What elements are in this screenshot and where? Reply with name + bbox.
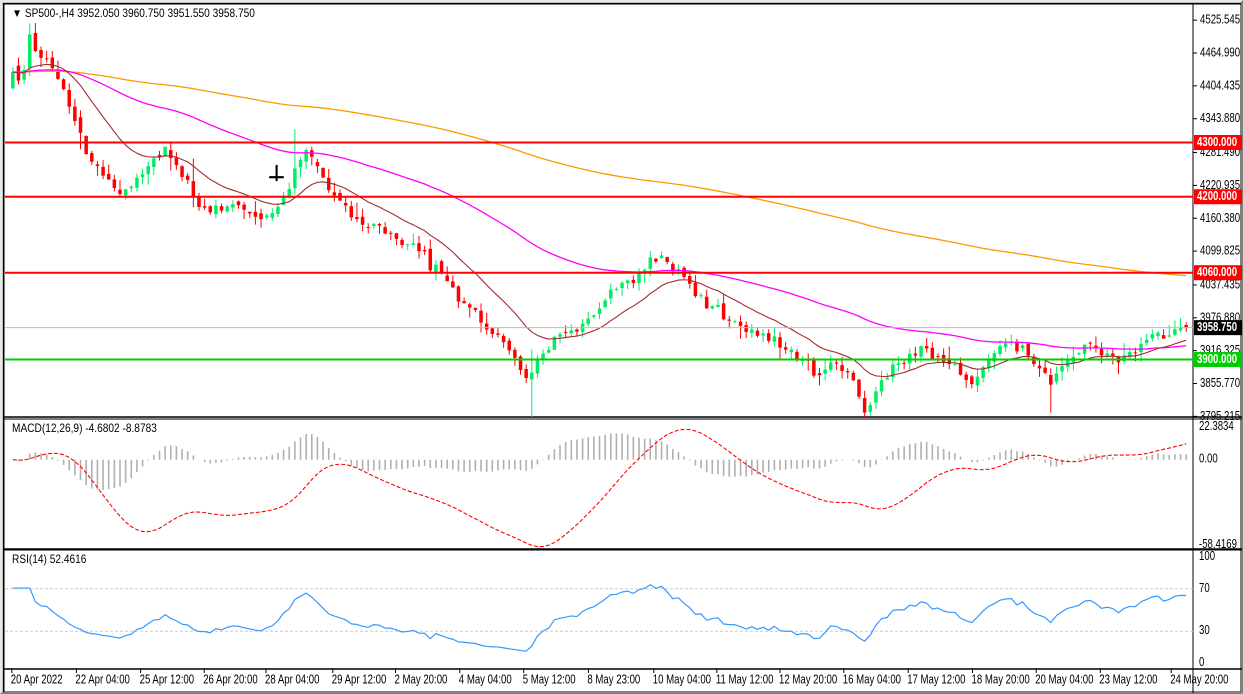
svg-text:4343.880: 4343.880 xyxy=(1200,112,1240,126)
svg-text:4300.000: 4300.000 xyxy=(1197,136,1237,150)
svg-text:4200.000: 4200.000 xyxy=(1197,190,1237,204)
svg-text:3900.000: 3900.000 xyxy=(1197,353,1237,367)
svg-text:70: 70 xyxy=(1199,582,1210,596)
svg-text:16 May 04:00: 16 May 04:00 xyxy=(843,673,901,687)
svg-text:8 May 23:00: 8 May 23:00 xyxy=(587,673,640,687)
svg-text:17 May 12:00: 17 May 12:00 xyxy=(907,673,965,687)
svg-text:4525.545: 4525.545 xyxy=(1200,13,1240,27)
svg-text:4037.435: 4037.435 xyxy=(1200,278,1240,292)
svg-text:23 May 12:00: 23 May 12:00 xyxy=(1099,673,1157,687)
svg-text:22 Apr 04:00: 22 Apr 04:00 xyxy=(75,673,129,687)
svg-text:4060.000: 4060.000 xyxy=(1197,266,1237,280)
svg-text:2 May 20:00: 2 May 20:00 xyxy=(395,673,448,687)
svg-text:30: 30 xyxy=(1199,624,1210,638)
svg-text:24 May 20:00: 24 May 20:00 xyxy=(1170,673,1228,687)
svg-text:100: 100 xyxy=(1199,550,1215,564)
svg-text:4 May 04:00: 4 May 04:00 xyxy=(459,673,512,687)
svg-text:22.3834: 22.3834 xyxy=(1199,420,1234,434)
svg-text:26 Apr 20:00: 26 Apr 20:00 xyxy=(203,673,257,687)
svg-text:12 May 20:00: 12 May 20:00 xyxy=(779,673,837,687)
svg-text:25 Apr 12:00: 25 Apr 12:00 xyxy=(140,673,194,687)
svg-text:20 May 04:00: 20 May 04:00 xyxy=(1035,673,1093,687)
svg-text:4464.990: 4464.990 xyxy=(1200,46,1240,60)
svg-text:28 Apr 04:00: 28 Apr 04:00 xyxy=(265,673,319,687)
svg-text:4099.825: 4099.825 xyxy=(1200,244,1240,258)
svg-text:18 May 20:00: 18 May 20:00 xyxy=(972,673,1030,687)
svg-text:3958.750: 3958.750 xyxy=(1197,321,1237,335)
svg-text:4160.380: 4160.380 xyxy=(1200,212,1240,226)
svg-text:5 May 12:00: 5 May 12:00 xyxy=(523,673,576,687)
svg-text:10 May 04:00: 10 May 04:00 xyxy=(653,673,711,687)
svg-text:20 Apr 2022: 20 Apr 2022 xyxy=(11,673,63,687)
svg-text:4404.435: 4404.435 xyxy=(1200,79,1240,93)
svg-text:0: 0 xyxy=(1199,656,1204,670)
svg-text:29 Apr 12:00: 29 Apr 12:00 xyxy=(332,673,386,687)
svg-text:11 May 12:00: 11 May 12:00 xyxy=(716,673,774,687)
svg-text:0.00: 0.00 xyxy=(1199,452,1218,466)
svg-text:3855.770: 3855.770 xyxy=(1200,377,1240,391)
